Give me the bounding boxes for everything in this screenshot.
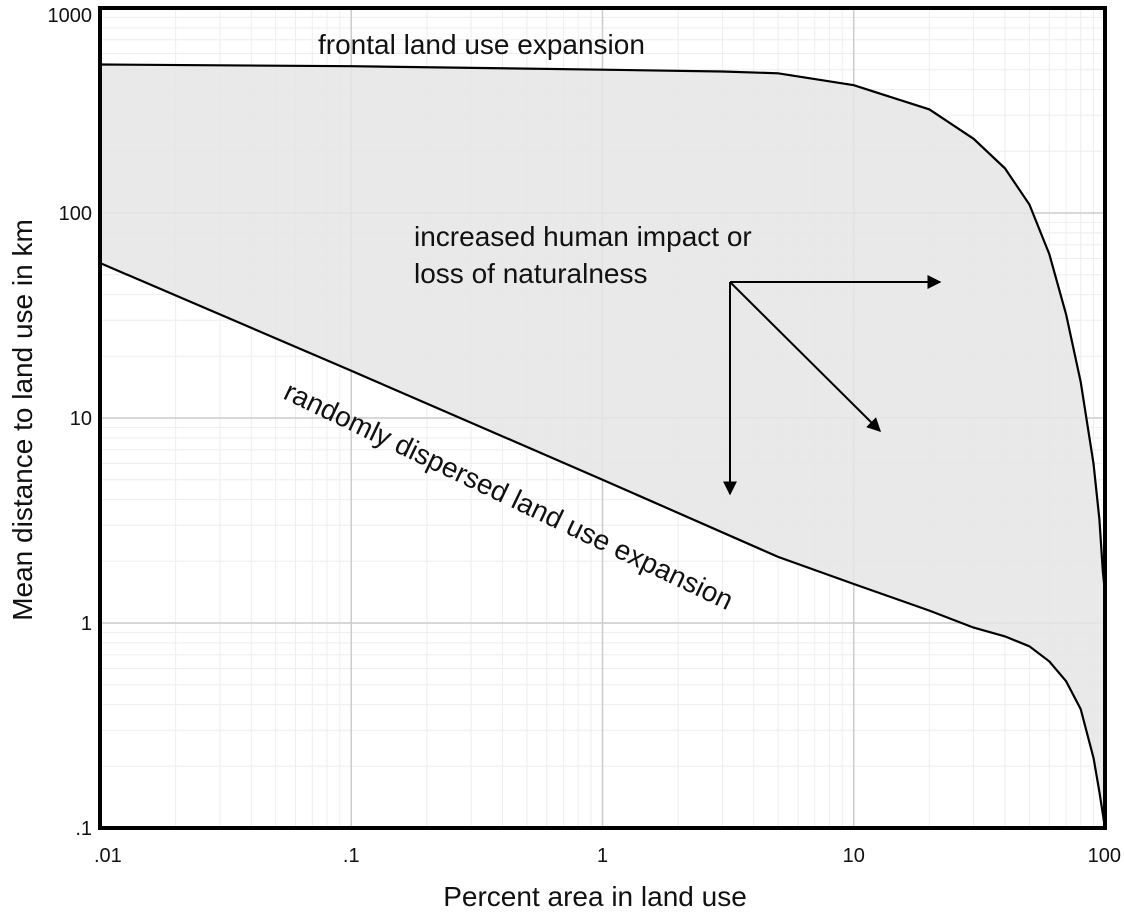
annotation-impact-line2: loss of naturalness xyxy=(414,258,647,289)
arrow-diagonal xyxy=(729,281,881,432)
y-tick-label: 100 xyxy=(59,203,92,225)
y-tick-label: .1 xyxy=(75,818,92,840)
y-tick-labels: .1 1 10 100 1000 xyxy=(48,5,93,840)
annotation-frontal: frontal land use expansion xyxy=(318,29,645,60)
y-axis-title: Mean distance to land use in km xyxy=(7,219,38,621)
y-tick-label: 1000 xyxy=(48,5,93,27)
shaded-region xyxy=(100,64,1105,828)
x-tick-label: 100 xyxy=(1088,845,1121,867)
series-line-upper xyxy=(99,63,1107,594)
x-tick-label: 1 xyxy=(597,845,608,867)
x-tick-label: 10 xyxy=(843,845,865,867)
x-tick-labels: .01 .1 1 10 100 xyxy=(94,845,1121,867)
annotation-impact-line1: increased human impact or xyxy=(414,221,752,252)
plot-frame xyxy=(98,6,1107,830)
x-tick-label: .01 xyxy=(94,845,122,867)
y-tick-label: 1 xyxy=(81,613,92,635)
series-line-lower xyxy=(99,261,1107,829)
y-tick-label: 10 xyxy=(70,408,92,430)
x-tick-label: .1 xyxy=(343,845,360,867)
x-axis-title: Percent area in land use xyxy=(443,881,747,912)
impact-arrows xyxy=(723,275,942,496)
